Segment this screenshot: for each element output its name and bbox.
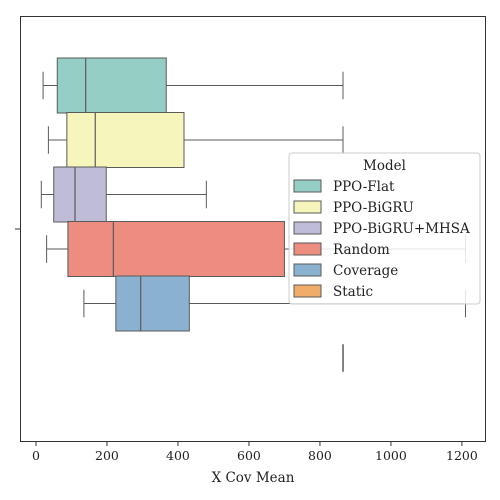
box-iqr <box>115 275 190 332</box>
box-series-1 <box>47 112 344 168</box>
box-iqr <box>56 57 167 114</box>
legend-label: PPO-Flat <box>333 179 395 195</box>
box-iqr <box>67 221 285 277</box>
legend-swatch <box>293 200 322 214</box>
legend-swatch <box>293 179 322 193</box>
x-tick-label: 400 <box>166 448 190 463</box>
x-tick-label: 1200 <box>446 448 478 463</box>
legend-label: PPO-BiGRU+MHSA <box>333 221 470 237</box>
x-axis: 0 200 400 600 800 1000 1200 <box>32 441 478 463</box>
plot-frame <box>20 16 486 442</box>
legend-swatch <box>293 242 322 256</box>
x-tick-label: 600 <box>237 448 261 463</box>
x-axis-label: X Cov Mean <box>212 470 295 486</box>
x-tick-label: 800 <box>308 448 332 463</box>
box-series-2 <box>40 166 207 223</box>
legend-box <box>288 152 481 305</box>
box-series-0 <box>42 57 344 114</box>
x-tick-label: 0 <box>32 448 40 463</box>
legend-title: Model <box>363 158 406 174</box>
legend-label: Static <box>333 284 373 300</box>
legend-label: Coverage <box>333 263 398 279</box>
legend-label: Random <box>333 242 390 258</box>
x-tick-label: 200 <box>95 448 119 463</box>
legend-label: PPO-BiGRU <box>333 200 414 216</box>
box-iqr <box>66 112 185 168</box>
legend: Model PPO-Flat PPO-BiGRU PPO-BiGRU+MHSA Rand… <box>288 152 481 305</box>
box-iqr <box>53 166 107 223</box>
legend-swatch <box>293 284 322 298</box>
x-tick-label: 1000 <box>375 448 407 463</box>
legend-swatch <box>293 221 322 235</box>
legend-swatch <box>293 263 322 277</box>
